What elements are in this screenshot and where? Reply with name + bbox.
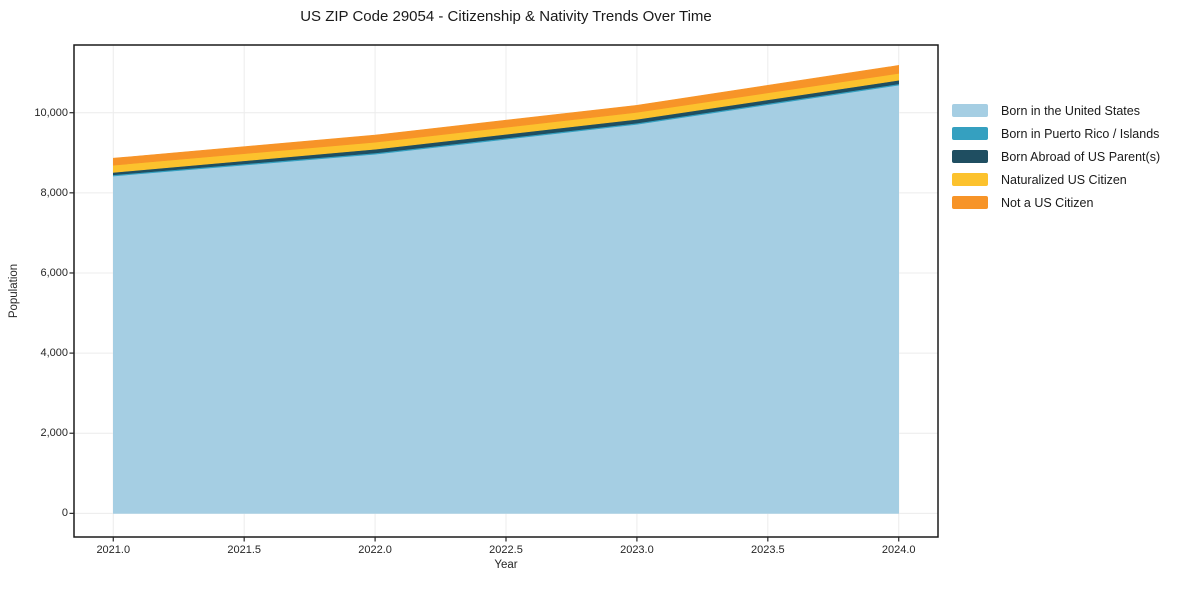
x-tick-label: 2024.0 xyxy=(881,544,916,556)
legend: Born in the United States Born in Puerto … xyxy=(952,103,1161,210)
legend-label: Born in Puerto Rico / Islands xyxy=(1001,126,1160,141)
y-tick-label: 2,000 xyxy=(40,427,68,440)
legend-swatch-icon xyxy=(952,196,988,209)
legend-label: Born Abroad of US Parent(s) xyxy=(1001,149,1161,164)
legend-item-1: Born in Puerto Rico / Islands xyxy=(952,126,1160,141)
legend-label: Naturalized US Citizen xyxy=(1001,172,1127,187)
stacked-area-series-4 xyxy=(113,65,900,166)
y-tick-label: 4,000 xyxy=(40,347,68,360)
y-tick-label: 0 xyxy=(61,507,68,520)
legend-item-4: Not a US Citizen xyxy=(952,195,1160,210)
legend-swatch-icon xyxy=(952,150,988,163)
y-tick-label: 10,000 xyxy=(34,106,68,119)
chart-title: US ZIP Code 29054 - Citizenship & Nativi… xyxy=(300,8,712,25)
y-tick-label: 8,000 xyxy=(40,186,68,199)
legend-item-3: Naturalized US Citizen xyxy=(952,172,1160,187)
legend-swatch-icon xyxy=(952,173,988,186)
legend-item-2: Born Abroad of US Parent(s) xyxy=(952,149,1161,164)
y-tick-label: 6,000 xyxy=(40,266,68,279)
x-tick-label: 2023.0 xyxy=(620,544,654,556)
legend-item-0: Born in the United States xyxy=(952,103,1160,118)
legend-swatch-icon xyxy=(952,127,988,140)
x-tick-label: 2022.5 xyxy=(489,544,523,556)
legend-label: Born in the United States xyxy=(1001,103,1140,118)
legend-label: Not a US Citizen xyxy=(1001,195,1094,210)
x-tick-label: 2021.5 xyxy=(227,544,261,556)
x-axis-label: Year xyxy=(494,559,518,571)
legend-swatch-icon xyxy=(952,104,988,117)
x-tick-label: 2021.0 xyxy=(96,544,131,556)
x-tick-label: 2022.0 xyxy=(358,544,392,556)
x-tick-label: 2023.5 xyxy=(750,544,785,556)
